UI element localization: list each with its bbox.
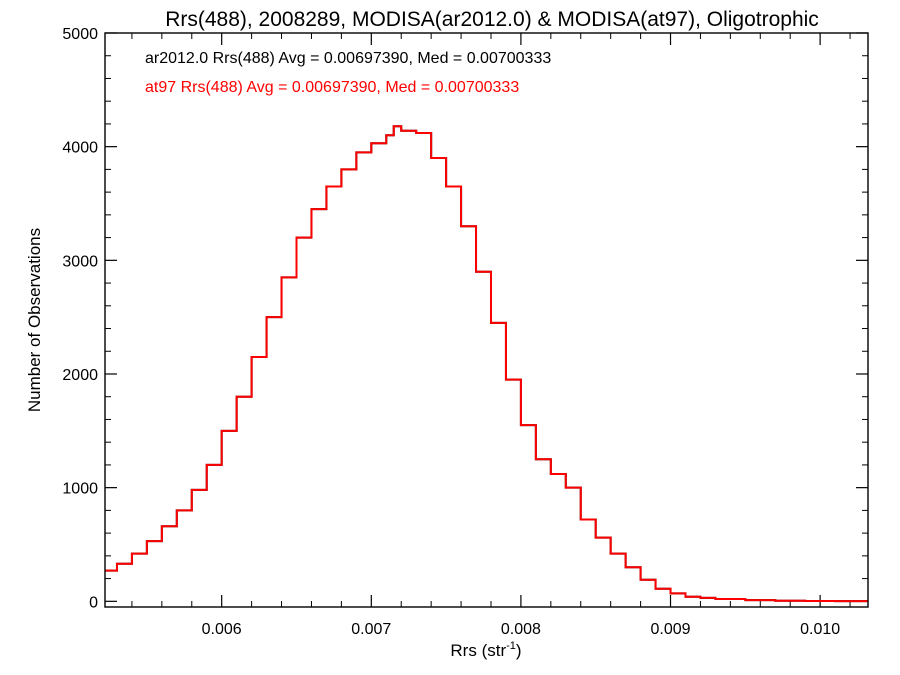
chart-title: Rrs(488), 2008289, MODISA(ar2012.0) & MO…: [165, 8, 819, 31]
x-tick-label: 0.009: [650, 621, 690, 638]
y-tick-label: 3000: [62, 253, 98, 270]
x-tick-label: 0.006: [202, 621, 242, 638]
x-axis-label: Rrs (str-1): [450, 640, 521, 660]
x-axis-label-superscript: -1: [506, 640, 516, 652]
x-tick-label: 0.007: [351, 621, 391, 638]
x-axis-label-main: Rrs (str: [450, 641, 506, 660]
y-tick-label: 0: [89, 594, 98, 611]
annotation-at97: at97 Rrs(488) Avg = 0.00697390, Med = 0.…: [145, 79, 519, 96]
y-tick-label: 5000: [62, 26, 98, 43]
y-tick-label: 1000: [62, 481, 98, 498]
series-layer: [105, 125, 868, 603]
x-axis-label-close: ): [516, 641, 522, 660]
annotation-ar2012: ar2012.0 Rrs(488) Avg = 0.00697390, Med …: [145, 50, 551, 67]
y-tick-label: 2000: [62, 367, 98, 384]
x-tick-label: 0.008: [501, 621, 541, 638]
y-axis-label: Number of Observations: [25, 228, 44, 412]
series-line-at97: [105, 125, 868, 603]
axis-tick-labels: 0.006 0.007 0.008 0.009 0.010 0 1000 2000 3000 40…: [62, 26, 840, 638]
x-tick-label: 0.010: [800, 621, 840, 638]
y-tick-label: 4000: [62, 140, 98, 157]
plot-frame: [104, 32, 869, 608]
